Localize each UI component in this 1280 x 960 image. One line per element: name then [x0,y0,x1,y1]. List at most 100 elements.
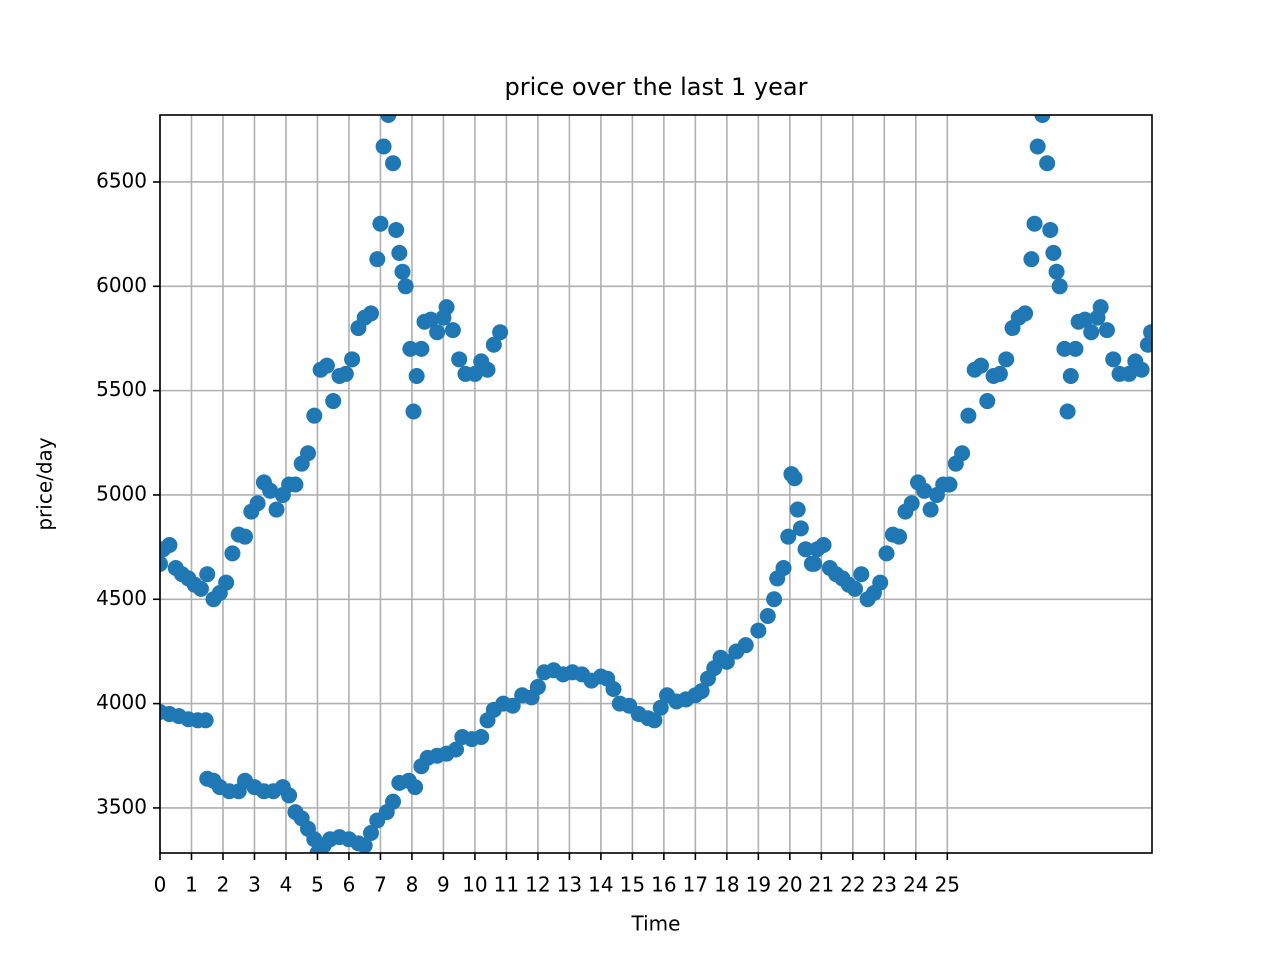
y-tick-label: 6500 [96,168,147,192]
point [1034,115,1051,123]
point [344,351,361,368]
point [605,681,622,697]
point [780,528,797,545]
x-tick-label: 16 [651,873,676,897]
point [954,445,971,462]
x-tick-label: 10 [462,873,487,897]
point [1059,403,1076,420]
point [789,501,806,518]
point [1026,215,1043,232]
point [372,215,389,232]
point [872,574,889,591]
chart-title: price over the last 1 year [505,73,808,101]
point [1017,305,1034,322]
point [300,445,317,462]
x-tick-label: 24 [903,873,928,897]
point [287,476,304,493]
point [1056,340,1073,357]
point [1029,138,1046,155]
x-tick-label: 15 [620,873,645,897]
x-tick-label: 8 [406,873,419,897]
point [451,351,468,368]
x-tick-label: 14 [588,873,613,897]
point [504,697,521,714]
ticks: 0 1 2 3 4 5 6 7 8 9 10 11 12 13 14 15 16 17 18 19 20 21 22 23 24… [96,168,960,896]
point [1083,324,1100,341]
point [318,357,335,374]
point [388,221,405,238]
x-tick-label: 20 [777,873,802,897]
point [362,305,379,322]
point [1105,351,1122,368]
y-axis-label: price/day [33,437,57,530]
x-tick-label: 3 [248,873,261,897]
point [1048,263,1065,280]
point [750,622,767,639]
point [356,837,373,853]
point [806,555,823,572]
point [960,407,977,424]
point [429,324,446,341]
point [380,115,397,123]
point [161,537,178,554]
point [224,545,241,562]
point [1133,361,1150,378]
x-tick-label: 0 [154,873,167,897]
point [979,393,996,410]
point [847,580,864,597]
point [891,528,908,545]
point [479,361,496,378]
point [192,580,209,597]
point [281,787,298,804]
point [759,607,776,624]
point [1076,311,1093,328]
point [407,779,424,796]
points [160,115,1152,853]
x-tick-label: 11 [494,873,519,897]
point [1045,244,1062,261]
point [878,545,895,562]
point [1098,322,1115,339]
point [1023,251,1040,268]
point [492,324,509,341]
point [369,251,386,268]
point [792,520,809,537]
point [998,351,1015,368]
x-tick-label: 25 [935,873,960,897]
point [444,322,461,339]
point [422,311,439,328]
point [1143,324,1152,341]
point [485,336,502,353]
y-tick-label: 4000 [96,690,147,714]
x-tick-label: 22 [840,873,865,897]
point [448,741,465,758]
point [652,699,669,716]
point [306,407,323,424]
point [385,793,402,810]
y-tick-label: 5000 [96,481,147,505]
point [249,495,266,512]
x-tick-label: 9 [437,873,450,897]
point [797,541,814,558]
point [199,566,216,583]
y-tick-label: 4500 [96,586,147,610]
point [737,637,754,654]
y-tick-label: 5500 [96,377,147,401]
point [786,470,803,487]
point [1121,365,1138,382]
x-tick-label: 6 [343,873,356,897]
point [903,495,920,512]
point [394,263,411,280]
point [408,368,425,385]
point [197,712,214,729]
point [325,393,342,410]
point [362,824,379,841]
point [391,244,408,261]
x-tick-label: 18 [714,873,739,897]
point [218,574,235,591]
x-axis-label: Time [631,912,681,936]
point [853,566,870,583]
point [718,653,735,670]
point [1051,278,1068,295]
